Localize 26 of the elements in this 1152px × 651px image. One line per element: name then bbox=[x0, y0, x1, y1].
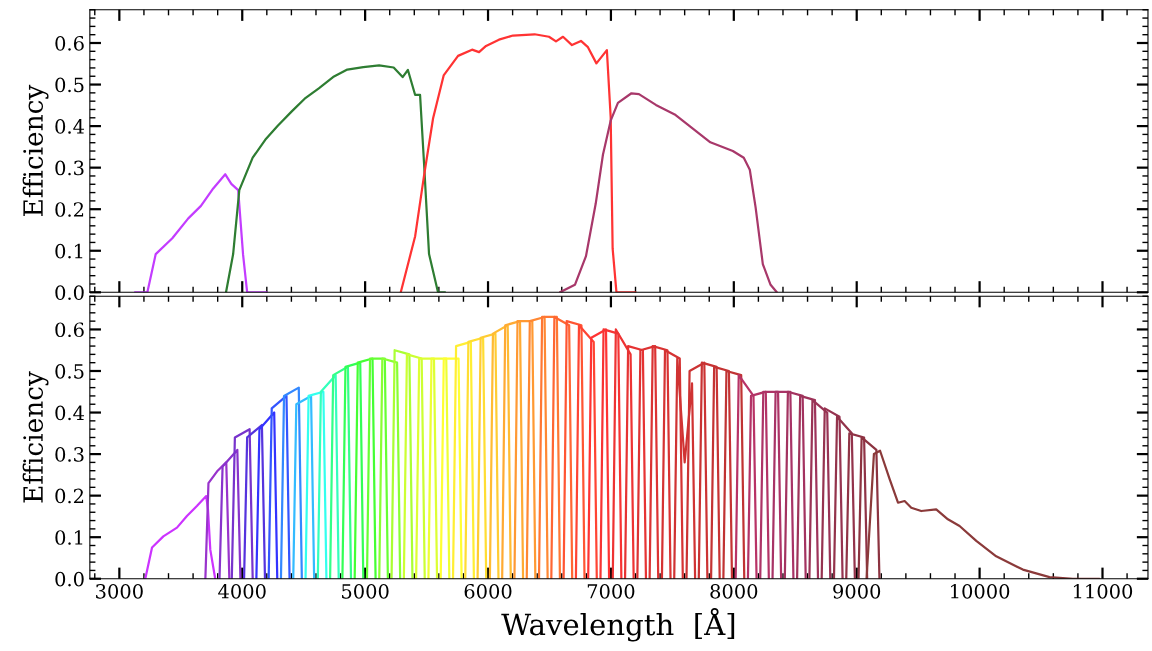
x-tick-label: 5000 bbox=[342, 583, 389, 599]
y-tick-label: 0.2 bbox=[55, 202, 84, 217]
y-tick-label: 0.2 bbox=[55, 488, 84, 504]
y-tick-label: 0.3 bbox=[55, 447, 84, 462]
x-axis-title: Wavelength [Å] bbox=[501, 607, 735, 642]
x-tick-label: 4000 bbox=[218, 583, 266, 599]
y-tick-label: 0.0 bbox=[55, 285, 84, 300]
y-axis-title: Efficiency bbox=[22, 84, 49, 216]
x-tick-label: 7000 bbox=[587, 583, 635, 599]
y-tick-label: 0.6 bbox=[55, 322, 84, 338]
y-tick-label: 0.3 bbox=[55, 160, 84, 176]
y-tick-label: 0.6 bbox=[55, 35, 84, 51]
x-tick-label: 8000 bbox=[710, 583, 758, 599]
y-tick-label: 0.5 bbox=[55, 77, 84, 93]
y-tick-label: 0.1 bbox=[55, 243, 83, 259]
y-tick-label: 0.4 bbox=[55, 119, 85, 134]
y-axis-title: Efficiency bbox=[22, 371, 49, 503]
x-tick-label: 9000 bbox=[833, 583, 881, 599]
x-tick-label: 10000 bbox=[951, 583, 1010, 599]
y-tick-label: 0.5 bbox=[55, 363, 84, 379]
x-tick-label: 11000 bbox=[1073, 583, 1133, 599]
x-tick-label: 3000 bbox=[96, 583, 143, 599]
y-tick-label: 0.0 bbox=[55, 571, 84, 587]
y-tick-label: 0.4 bbox=[55, 405, 85, 421]
y-tick-label: 0.1 bbox=[55, 530, 83, 545]
x-tick-label: 6000 bbox=[464, 583, 512, 599]
